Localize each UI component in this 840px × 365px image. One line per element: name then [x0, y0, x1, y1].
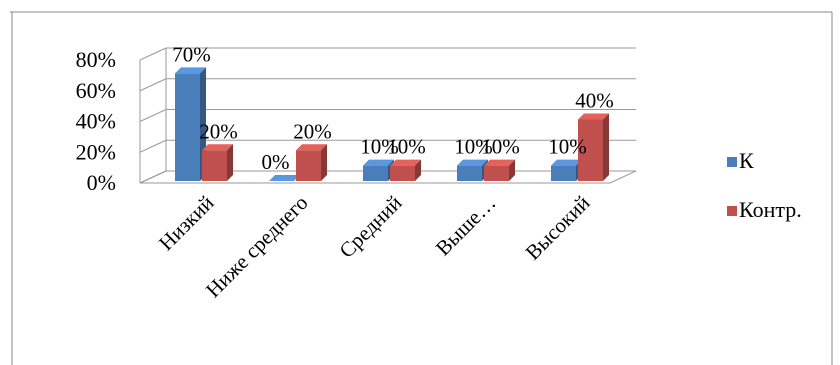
x-tick-label: Средний [334, 191, 406, 263]
data-label: 20% [293, 119, 332, 143]
data-label: 20% [199, 119, 238, 143]
x-tick-label: Высокий [521, 191, 595, 265]
gridline-side [139, 170, 167, 184]
bar-front [457, 165, 482, 181]
legend-label: Контр. [739, 197, 802, 222]
y-tick-label: 20% [76, 139, 116, 164]
bar [390, 159, 421, 181]
bar-side [227, 144, 233, 181]
gridline-side [139, 78, 167, 92]
legend-item: К [727, 148, 754, 173]
legend-item: Контр. [727, 197, 802, 222]
bar-top [269, 175, 300, 181]
data-labels: 70%20%0%20%10%10% 10%10% 10%40% [172, 42, 614, 174]
bar-front [296, 150, 321, 181]
bars [175, 67, 609, 181]
data-label: 10% [360, 135, 399, 159]
data-label: 70% [172, 42, 211, 66]
bar [578, 113, 609, 181]
data-label: 10% [454, 135, 493, 159]
bar-front [551, 165, 576, 181]
bar-front [390, 165, 415, 181]
bar-top [202, 144, 233, 151]
bar-front [578, 119, 603, 181]
y-tick-label: 0% [87, 170, 116, 195]
chart-walls [10, 11, 833, 365]
bar [175, 67, 206, 181]
legend-swatch [727, 206, 737, 216]
bar [269, 175, 300, 181]
x-tick-label: Низкий [154, 191, 219, 256]
data-label: 10% [548, 135, 587, 159]
bar-front [202, 150, 227, 181]
y-tick-label: 60% [76, 78, 116, 103]
bar-front [175, 73, 200, 181]
bar-front [484, 165, 509, 181]
bar-side [509, 159, 515, 181]
data-label: 10% [387, 135, 426, 159]
bar-top [390, 159, 421, 166]
x-tick-label: Выше… [431, 191, 501, 261]
data-label: 10% [481, 135, 520, 159]
gridline-side [139, 47, 167, 61]
gridlines [139, 47, 636, 184]
bar [457, 159, 488, 181]
bar-side [321, 144, 327, 181]
data-label: 0% [262, 150, 290, 174]
bar-front [363, 165, 388, 181]
bar [363, 159, 394, 181]
y-axis-ticks: 0% 20% 40% 60% 80% [76, 47, 116, 195]
bar [296, 144, 327, 181]
bar-top [363, 159, 394, 166]
bar [484, 159, 515, 181]
bar-top [578, 113, 609, 120]
legend-label: К [739, 148, 754, 173]
bar-top [551, 159, 582, 166]
y-tick-label: 40% [76, 109, 116, 134]
data-label: 40% [575, 89, 614, 113]
bar-side [415, 159, 421, 181]
bar-top [296, 144, 327, 151]
gridline-side [139, 109, 167, 122]
bar [202, 144, 233, 181]
bar-top [457, 159, 488, 166]
legend-swatch [727, 157, 737, 167]
legend: К Контр. [727, 148, 802, 222]
gridline-side [139, 139, 167, 153]
bar-top [484, 159, 515, 166]
bar-side [603, 113, 609, 181]
bar-top [175, 67, 206, 74]
y-tick-label: 80% [76, 47, 116, 72]
bar [551, 159, 582, 181]
